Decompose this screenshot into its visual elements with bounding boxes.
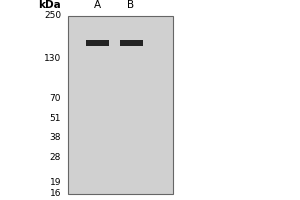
Text: A: A [94,0,101,10]
Text: 51: 51 [50,114,61,123]
Text: 19: 19 [50,178,61,187]
Text: kDa: kDa [38,0,61,10]
Text: 38: 38 [50,133,61,142]
Text: 28: 28 [50,153,61,162]
Text: 250: 250 [44,11,61,21]
Text: B: B [128,0,135,10]
Bar [68,16,173,194]
Text: 130: 130 [44,54,61,63]
Bar [86,40,109,46]
Text: 16: 16 [50,190,61,198]
Bar [120,40,142,46]
Text: 70: 70 [50,94,61,103]
